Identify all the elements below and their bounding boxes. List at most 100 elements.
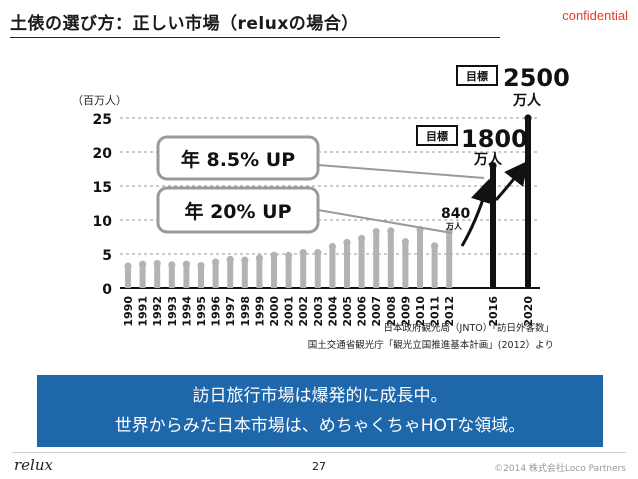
x-tick-label: 2011	[429, 296, 442, 327]
bar-cap-1995	[197, 261, 205, 270]
bar-cap-2016	[489, 162, 497, 170]
confidential-label: confidential	[562, 8, 628, 23]
x-tick-label: 1999	[253, 296, 266, 327]
x-tick-label: 2016	[487, 296, 500, 327]
bar-cap-2008	[387, 227, 395, 235]
bar-2008	[387, 230, 394, 288]
target-2020-unit: 万人	[512, 92, 542, 109]
y-tick-label: 20	[93, 146, 113, 162]
target-2020-box	[456, 65, 498, 86]
bar-1997	[227, 259, 234, 288]
y-axis-unit-label: （百万人）	[72, 94, 127, 107]
callout-2016-pointer	[317, 164, 485, 179]
y-tick-label: 15	[93, 180, 112, 196]
growth-callout-2016-box	[156, 135, 320, 181]
bar-cap-1994	[182, 260, 190, 268]
bar-2012	[446, 230, 453, 288]
bar-cap-1992	[153, 259, 161, 268]
summary-banner: 訪日旅行市場は爆発的に成長中。 世界からみた日本市場は、めちゃくちゃHOTな領域…	[37, 375, 603, 447]
x-tick-label: 2009	[399, 296, 412, 327]
bar-2000	[271, 255, 277, 288]
target-2016-box	[416, 125, 458, 146]
bar-cap-2009	[401, 238, 409, 246]
x-tick-label: 2010	[414, 296, 427, 327]
title-underline	[10, 37, 500, 38]
growth-callout-2012-text: 年 20% UP	[184, 200, 291, 223]
copyright: ©2014 株式会社Loco Partners	[494, 464, 626, 474]
callout-2012-pointer	[317, 209, 453, 234]
bar-1998	[241, 260, 248, 288]
bar-cap-1996	[212, 258, 220, 266]
y-tick-label: 5	[102, 248, 112, 264]
bar-cap-2000	[270, 251, 278, 259]
bar-2002	[300, 252, 307, 288]
bar-2001	[285, 255, 292, 288]
page-number: 27	[312, 460, 326, 473]
bar-2009	[402, 241, 409, 288]
bar-2011	[431, 245, 438, 288]
source-note: 日本政府観光局（JNTO）「訪日外客数」 国土交通省観光庁「観光立国推進基本計画…	[308, 320, 554, 354]
bar-cap-1998	[241, 256, 249, 264]
bar-1994	[183, 264, 190, 288]
bar-cap-2006	[358, 234, 366, 242]
x-tick-label: 2008	[385, 296, 398, 327]
x-tick-label: 2006	[356, 296, 369, 327]
x-tick-label: 2002	[297, 296, 310, 327]
x-tick-label: 2001	[283, 296, 296, 327]
bar-cap-2005	[343, 238, 351, 247]
x-tick-label: 1990	[122, 296, 135, 327]
bar-2005	[344, 242, 350, 288]
source-line-jnto: 日本政府観光局（JNTO）「訪日外客数」	[383, 323, 554, 334]
x-tick-label: 2003	[312, 296, 325, 327]
x-tick-label: 1991	[137, 296, 150, 327]
bar-2010	[417, 229, 423, 288]
bar-1992	[154, 263, 161, 288]
bar-1996	[212, 262, 219, 288]
bar-1995	[198, 265, 204, 288]
x-tick-label: 2005	[341, 296, 354, 327]
target-2016-box-label: 目標	[426, 129, 448, 143]
x-tick-label: 1995	[195, 296, 208, 327]
bar-1999	[256, 258, 263, 288]
bar-cap-1990	[124, 262, 132, 270]
bar-1991	[139, 264, 146, 288]
bar-cap-2001	[285, 251, 293, 259]
bar-cap-2007	[372, 227, 380, 236]
bar-2003	[314, 252, 321, 288]
x-tick-label: 2000	[268, 296, 281, 327]
x-tick-label: 2020	[522, 296, 535, 327]
bar-1990	[125, 266, 131, 288]
growth-arrow-2016-2020	[494, 160, 529, 201]
x-tick-label: 2004	[326, 296, 339, 327]
y-tick-label: 25	[93, 112, 112, 128]
source-line-mlit: 国土交通省観光庁「観光立国推進基本計画」(2012）より	[307, 340, 554, 351]
target-bar-2020	[525, 118, 531, 288]
page-title: 土俵の選び方：正しい市場（reluxの場合）	[10, 14, 359, 34]
bar-2004	[329, 246, 336, 288]
actual-2012-value: 840	[441, 206, 470, 222]
footer-divider	[12, 452, 626, 453]
bar-cap-1997	[226, 255, 234, 264]
growth-arrow-2012-2016	[460, 178, 494, 247]
bar-2006	[358, 238, 365, 288]
bar-2007	[373, 231, 380, 288]
y-tick-label: 0	[102, 282, 112, 298]
x-tick-label: 2007	[370, 296, 383, 327]
x-tick-label: 2012	[443, 296, 456, 327]
banner-line-2: 世界からみた日本市場は、めちゃくちゃHOTな領域。	[114, 416, 526, 436]
bar-cap-1991	[139, 260, 147, 268]
target-bar-2016	[490, 165, 496, 288]
y-tick-label: 10	[93, 214, 113, 230]
x-tick-label: 1994	[180, 296, 193, 327]
growth-callout-2016-text: 年 8.5% UP	[181, 148, 295, 171]
bar-cap-1993	[168, 261, 176, 269]
banner-line-1: 訪日旅行市場は爆発的に成長中。	[192, 386, 448, 406]
bar-cap-2002	[299, 249, 307, 257]
target-2016-value: 1800	[461, 125, 528, 153]
relux-logo: relux	[14, 456, 53, 474]
bar-cap-2004	[328, 242, 336, 251]
bar-cap-1999	[255, 254, 263, 262]
x-tick-label: 1997	[224, 296, 237, 327]
bar-cap-2011	[431, 242, 439, 250]
